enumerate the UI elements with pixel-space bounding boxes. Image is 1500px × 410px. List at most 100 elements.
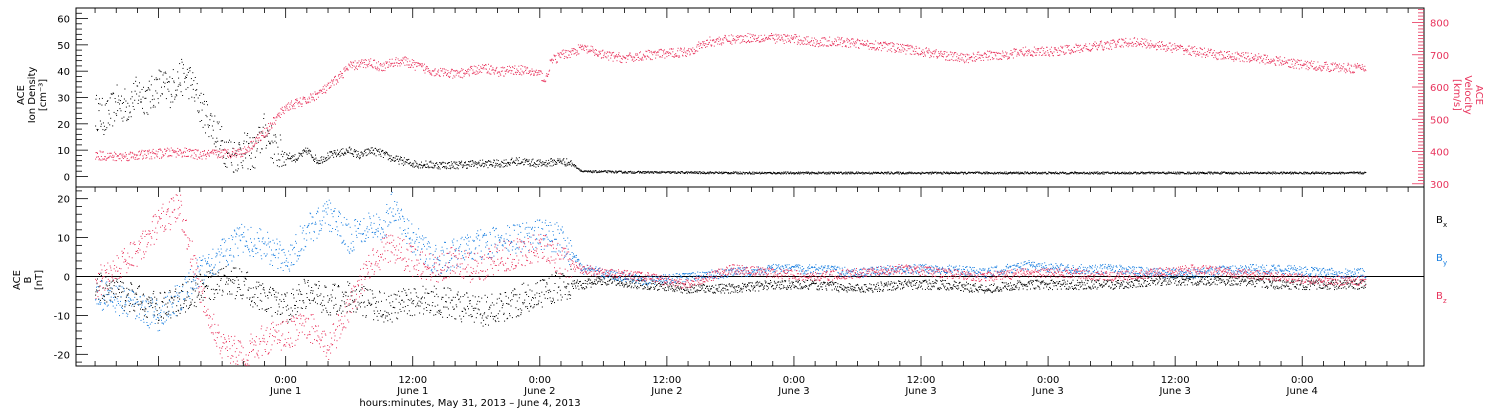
data-point: [228, 152, 230, 154]
data-point: [140, 153, 141, 155]
data-point: [326, 89, 328, 91]
data-point: [932, 51, 934, 52]
data-point: [661, 49, 662, 51]
data-point: [1030, 54, 1032, 55]
data-point: [997, 172, 999, 174]
data-point: [555, 162, 557, 163]
data-point: [787, 38, 789, 40]
data-point: [1161, 41, 1162, 43]
data-point: [374, 59, 376, 61]
data-point: [1173, 48, 1175, 50]
data-point: [993, 173, 995, 175]
data-point: [403, 58, 405, 60]
data-point: [148, 150, 150, 152]
data-point: [308, 149, 310, 151]
data-point: [1027, 172, 1029, 174]
data-point: [473, 164, 475, 166]
data-point: [319, 162, 321, 164]
data-point: [254, 138, 256, 140]
data-point: [1075, 172, 1077, 174]
data-point: [273, 117, 275, 119]
data-point: [467, 167, 468, 169]
data-point: [739, 35, 741, 37]
data-point: [859, 40, 861, 42]
data-point: [379, 64, 381, 66]
data-point: [487, 161, 488, 163]
data-point: [643, 172, 645, 174]
data-point: [1289, 171, 1290, 173]
data-point: [1183, 53, 1185, 55]
data-point: [881, 45, 883, 47]
data-point: [312, 96, 314, 98]
data-point: [684, 51, 686, 53]
data-point: [852, 38, 854, 40]
data-point: [928, 173, 930, 175]
data-point: [163, 72, 165, 74]
data-point: [285, 164, 287, 166]
data-point: [1340, 173, 1342, 175]
data-point: [465, 70, 466, 71]
data-point: [167, 81, 169, 83]
data-point: [1076, 50, 1078, 52]
data-point: [539, 161, 541, 163]
data-point: [155, 77, 157, 79]
data-point: [799, 40, 801, 41]
data-point: [914, 53, 916, 55]
data-point: [233, 148, 235, 150]
data-point: [402, 57, 404, 59]
data-point: [1115, 171, 1116, 173]
data-point: [670, 171, 672, 173]
data-point: [989, 50, 991, 52]
data-point: [1047, 52, 1049, 54]
data-point: [232, 147, 234, 149]
data-point: [224, 163, 226, 165]
data-point: [388, 158, 390, 159]
data-point: [276, 159, 278, 161]
data-point: [782, 173, 784, 175]
data-point: [337, 149, 338, 151]
data-point: [846, 39, 848, 41]
data-point: [795, 34, 797, 36]
data-point: [986, 54, 987, 56]
data-point: [214, 115, 216, 117]
data-point: [833, 172, 835, 174]
data-point: [126, 118, 128, 120]
data-point: [853, 45, 855, 47]
data-point: [868, 171, 870, 173]
data-point: [1026, 51, 1028, 53]
data-point: [289, 106, 291, 108]
data-point: [113, 93, 115, 95]
data-point: [359, 158, 360, 160]
data-point: [900, 43, 901, 45]
data-point: [1220, 173, 1222, 175]
data-point: [861, 39, 863, 41]
data-point: [185, 76, 186, 78]
data-point: [547, 76, 549, 77]
data-point: [951, 58, 953, 60]
data-point: [156, 92, 158, 94]
data-point: [560, 57, 562, 59]
data-point: [1321, 171, 1323, 173]
data-point: [1189, 173, 1191, 175]
data-point: [177, 85, 179, 87]
data-point: [958, 55, 960, 56]
data-point: [267, 127, 269, 129]
data-point: [553, 159, 555, 161]
data-point: [384, 152, 386, 154]
data-point: [605, 56, 607, 58]
data-point: [831, 171, 833, 173]
data-point: [767, 38, 769, 40]
data-point: [1201, 48, 1203, 50]
data-point: [1059, 50, 1061, 52]
data-point: [1193, 171, 1195, 173]
data-point: [929, 57, 931, 59]
data-point: [679, 56, 681, 58]
data-point: [267, 130, 269, 132]
data-point: [159, 157, 161, 159]
data-point: [747, 173, 749, 175]
data-point: [953, 52, 955, 54]
data-point: [774, 172, 776, 174]
data-point: [301, 153, 303, 154]
